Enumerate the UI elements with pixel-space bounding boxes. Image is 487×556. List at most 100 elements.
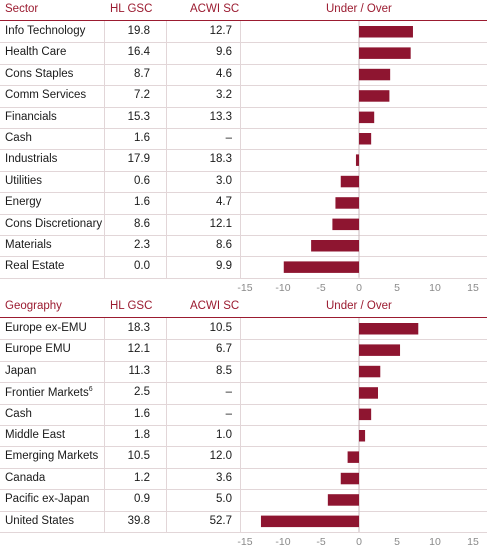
hl-gsc-value: 10.5 bbox=[127, 450, 150, 463]
column-divider bbox=[104, 106, 105, 128]
table-row: Canada 1.2 3.6 bbox=[0, 467, 487, 491]
column-divider bbox=[104, 489, 105, 511]
column-divider bbox=[240, 42, 241, 64]
table-row: Info Technology 19.8 12.7 bbox=[0, 21, 487, 44]
hl-gsc-value: 1.2 bbox=[134, 471, 150, 484]
acwi-sc-value: – bbox=[225, 407, 232, 420]
bar-europe-emu bbox=[359, 344, 401, 356]
hl-gsc-value: 8.7 bbox=[134, 67, 150, 80]
row-label: Emerging Markets bbox=[5, 450, 99, 463]
table-row: Emerging Markets 10.5 12.0 bbox=[0, 446, 487, 469]
row-label: Utilities bbox=[5, 174, 43, 187]
column-divider bbox=[104, 21, 105, 43]
row-label: Middle East bbox=[5, 429, 66, 441]
column-divider bbox=[240, 339, 241, 361]
acwi-sc-value: 9.9 bbox=[216, 260, 232, 273]
table-row: Real Estate 0.0 9.9 bbox=[0, 256, 487, 279]
acwi-sc-value: 1.0 bbox=[216, 429, 232, 441]
row-label: Cons Discretionary bbox=[5, 217, 103, 230]
column-divider bbox=[166, 85, 167, 107]
bar-info-technology bbox=[359, 26, 413, 38]
column-divider bbox=[240, 21, 241, 43]
column-divider bbox=[166, 339, 167, 361]
column-divider bbox=[166, 63, 167, 86]
hl-gsc-value: 7.2 bbox=[134, 89, 150, 102]
column-divider bbox=[104, 360, 105, 383]
row-label: Europe EMU bbox=[5, 343, 71, 356]
column-divider bbox=[240, 170, 241, 193]
column-divider bbox=[240, 467, 241, 490]
column-divider bbox=[166, 510, 167, 532]
acwi-sc-value: 5.0 bbox=[216, 493, 232, 506]
geography-header: Geography HL GSC ACWI SC Under / Over bbox=[0, 297, 487, 318]
column-divider bbox=[240, 318, 241, 340]
hl-gsc-col-header: HL GSC bbox=[110, 300, 153, 312]
column-divider bbox=[104, 213, 105, 235]
row-label: United States bbox=[5, 514, 75, 527]
column-divider bbox=[104, 446, 105, 468]
hl-gsc-value: 1.6 bbox=[134, 196, 150, 209]
row-label: Pacific ex-Japan bbox=[5, 493, 90, 506]
column-divider bbox=[166, 467, 167, 490]
column-divider bbox=[104, 85, 105, 107]
hl-gsc-value: 16.4 bbox=[127, 46, 150, 59]
column-divider bbox=[166, 192, 167, 214]
x-tick-label: -5 bbox=[316, 282, 325, 294]
column-divider bbox=[104, 149, 105, 171]
acwi-sc-value: 52.7 bbox=[209, 514, 232, 527]
acwi-sc-value: 4.6 bbox=[216, 67, 232, 80]
column-divider bbox=[240, 425, 241, 447]
row-label: Comm Services bbox=[5, 89, 87, 102]
acwi-sc-value: – bbox=[225, 132, 232, 144]
x-tick-label: 15 bbox=[467, 536, 479, 548]
acwi-sc-col-header: ACWI SC bbox=[190, 3, 240, 15]
acwi-sc-value: 12.1 bbox=[209, 217, 232, 230]
row-label: Europe ex-EMU bbox=[5, 322, 87, 334]
sector-col-header: Sector bbox=[5, 3, 39, 15]
table-row: Cash 1.6 – bbox=[0, 128, 487, 151]
column-divider bbox=[104, 170, 105, 193]
column-divider bbox=[104, 510, 105, 532]
geography-bar-chart: -15 -10 -5 0 5 10 15 bbox=[237, 318, 479, 548]
column-divider bbox=[240, 213, 241, 235]
acwi-sc-value: 12.7 bbox=[209, 25, 232, 37]
column-divider bbox=[166, 235, 167, 257]
table-row: Energy 1.6 4.7 bbox=[0, 192, 487, 215]
hl-gsc-value: 0.0 bbox=[134, 260, 150, 273]
column-divider bbox=[166, 42, 167, 64]
sector-panel: Sector HL GSC ACWI SC Under / Over Info … bbox=[0, 0, 487, 294]
table-row: Cons Discretionary 8.6 12.1 bbox=[0, 213, 487, 236]
acwi-sc-value: – bbox=[225, 386, 232, 399]
bar-cash bbox=[359, 133, 372, 145]
geography-panel: Geography HL GSC ACWI SC Under / Over Eu… bbox=[0, 297, 487, 556]
bar-materials bbox=[311, 240, 359, 252]
column-divider bbox=[166, 360, 167, 383]
column-divider bbox=[166, 106, 167, 128]
x-tick-label: 10 bbox=[429, 536, 441, 548]
table-row: Comm Services 7.2 3.2 bbox=[0, 85, 487, 108]
hl-gsc-value: 2.5 bbox=[134, 386, 150, 399]
row-label: Materials bbox=[5, 239, 52, 251]
x-tick-label: -10 bbox=[275, 536, 290, 548]
bar-cons-staples bbox=[359, 68, 391, 81]
bar-japan bbox=[359, 365, 381, 378]
column-divider bbox=[166, 256, 167, 278]
hl-gsc-value: 12.1 bbox=[127, 343, 150, 356]
column-divider bbox=[240, 106, 241, 128]
column-divider bbox=[240, 446, 241, 468]
hl-gsc-value: 15.3 bbox=[127, 110, 150, 123]
under-over-col-header: Under / Over bbox=[326, 3, 392, 15]
table-row: Middle East 1.8 1.0 bbox=[0, 425, 487, 448]
column-divider bbox=[104, 318, 105, 340]
row-label: Canada bbox=[5, 471, 46, 484]
row-label: Energy bbox=[5, 196, 42, 209]
sector-header: Sector HL GSC ACWI SC Under / Over bbox=[0, 0, 487, 21]
hl-gsc-value: 17.9 bbox=[127, 153, 150, 166]
hl-gsc-value: 39.8 bbox=[127, 514, 150, 527]
row-label: Info Technology bbox=[5, 25, 86, 37]
bar-europe-ex-emu bbox=[359, 323, 419, 335]
column-divider bbox=[166, 382, 167, 404]
x-tick-label: 5 bbox=[394, 536, 400, 548]
hl-gsc-value: 1.6 bbox=[134, 132, 150, 144]
hl-gsc-value: 19.8 bbox=[127, 25, 150, 37]
